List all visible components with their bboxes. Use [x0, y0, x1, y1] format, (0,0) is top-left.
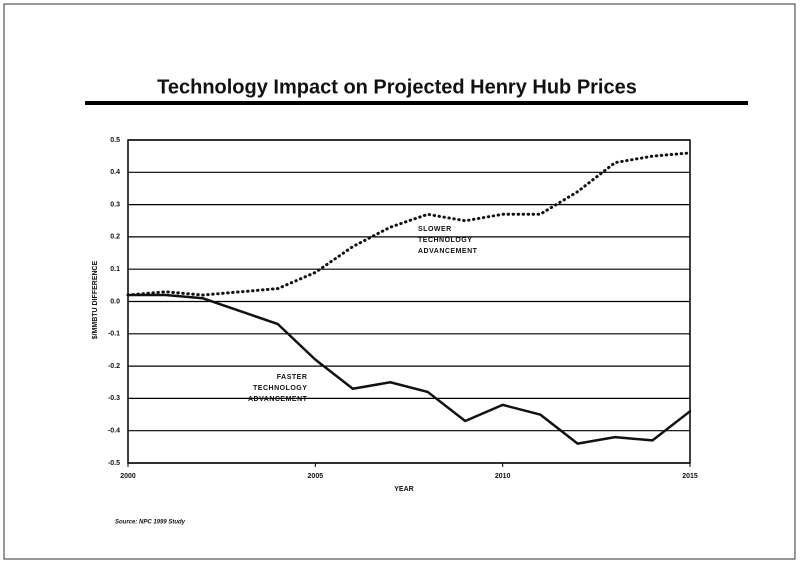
x-tick-label: 2010: [495, 473, 511, 480]
y-tick-label: 0.1: [110, 266, 120, 273]
y-tick-label: -0.1: [108, 331, 120, 338]
series-line: [126, 151, 692, 297]
x-tick-label: 2005: [308, 473, 324, 480]
source-note: Source: NPC 1999 Study: [115, 520, 186, 526]
y-tick-label: -0.3: [108, 395, 120, 402]
y-tick-label: -0.2: [108, 363, 120, 370]
series-line: [126, 293, 692, 445]
y-tick-label: 0.0: [110, 298, 120, 305]
y-tick-label: 0.4: [110, 169, 120, 176]
y-tick-label: -0.5: [108, 460, 120, 467]
x-axis-label: YEAR: [394, 486, 413, 493]
y-tick-label: -0.4: [108, 428, 120, 435]
y-axis-label: $/MMBTU DIFFERENCE: [92, 260, 99, 339]
y-tick-label: 0.3: [110, 201, 120, 208]
x-tick-label: 2015: [682, 473, 698, 480]
y-tick-label: 0.5: [110, 137, 120, 144]
series-label: SLOWER TECHNOLOGY ADVANCEMENT: [418, 226, 478, 255]
frame: [3, 3, 796, 560]
chart-title: Technology Impact on Projected Henry Hub…: [157, 76, 637, 98]
series-label: FASTER TECHNOLOGY ADVANCEMENT: [248, 374, 308, 403]
y-tick-label: 0.2: [110, 234, 120, 241]
x-tick-label: 2000: [120, 473, 136, 480]
